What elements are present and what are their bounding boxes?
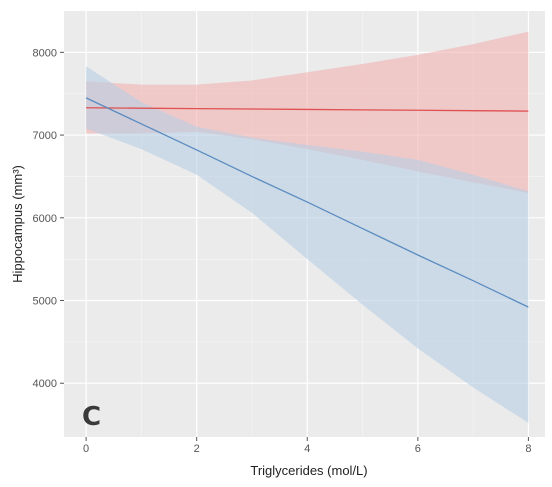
x-tick-label: 6: [415, 443, 421, 455]
confidence-bands: [86, 31, 529, 423]
y-tick-label: 4000: [33, 378, 57, 390]
confidence-band-1: [86, 31, 529, 193]
y-tick-label: 8000: [33, 47, 57, 59]
x-axis-title: Triglycerides (mol/L): [250, 463, 367, 478]
y-axis-ticks: 4000 5000 6000 7000 8000: [33, 47, 64, 390]
x-tick-label: 4: [304, 443, 310, 455]
x-tick-label: 2: [194, 443, 200, 455]
fit-line-2: [85, 97, 529, 308]
y-tick-label: 7000: [33, 130, 57, 142]
confidence-band-2: [86, 66, 529, 423]
y-axis-title: Hippocampus (mm³): [10, 165, 25, 283]
panel-label: C: [82, 402, 101, 432]
x-tick-label: 0: [83, 443, 89, 455]
y-tick-label: 6000: [33, 213, 57, 225]
x-axis-ticks: 0 2 4 6 8: [83, 437, 531, 455]
fit-lines: [85, 97, 529, 308]
fit-line-1: [86, 107, 529, 112]
x-tick-label: 8: [525, 443, 531, 455]
y-tick-label: 5000: [33, 296, 57, 308]
